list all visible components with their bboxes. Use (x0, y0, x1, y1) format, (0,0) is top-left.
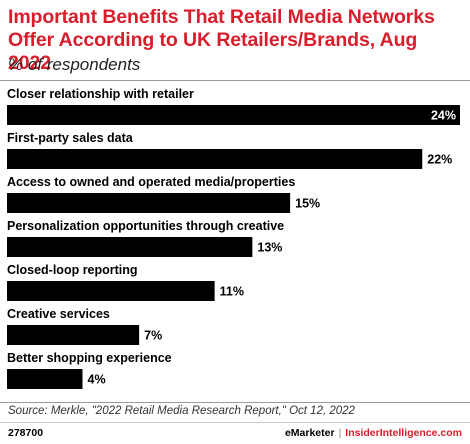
bar (7, 105, 460, 125)
footer-divider (0, 422, 470, 423)
category-label: Creative services (7, 307, 110, 321)
category-label: Personalization opportunities through cr… (7, 219, 284, 233)
chart-id: 278700 (8, 427, 44, 439)
bar (7, 193, 291, 213)
category-label: Access to owned and operated media/prope… (7, 175, 295, 189)
value-label: 7% (144, 329, 162, 343)
category-label: Closed-loop reporting (7, 263, 138, 277)
value-label: 22% (427, 153, 452, 167)
value-label: 13% (257, 241, 282, 255)
source-note: Source: Merkle, "2022 Retail Media Resea… (8, 405, 355, 417)
bar (7, 149, 423, 169)
chart-subtitle: % of respondents (8, 55, 141, 74)
brand-separator: | (338, 427, 342, 439)
brand-emarketer: eMarketer (284, 427, 335, 439)
bar-chart: Closer relationship with retailer 24% Firs… (7, 87, 460, 389)
value-label: 24% (431, 109, 456, 123)
brand-credit: eMarketer | InsiderIntelligence.com (285, 427, 462, 439)
chart-title: Important Benefits That Retail Media Net… (8, 6, 435, 74)
bar (7, 281, 215, 301)
value-label: 4% (88, 373, 106, 387)
category-label: Better shopping experience (7, 351, 172, 365)
value-label: 11% (220, 285, 244, 299)
bar (7, 237, 253, 257)
brand-insider-intelligence[interactable]: InsiderIntelligence.com (345, 427, 462, 439)
top-divider (0, 80, 470, 81)
bar (7, 369, 83, 389)
bar (7, 325, 140, 345)
bottom-divider (0, 402, 470, 403)
category-label: Closer relationship with retailer (7, 87, 194, 101)
category-label: First-party sales data (7, 131, 134, 145)
value-label: 15% (295, 197, 320, 211)
